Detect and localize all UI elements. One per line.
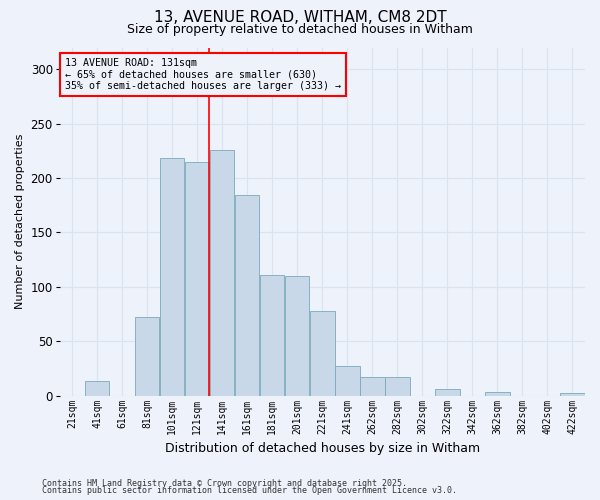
Bar	[335, 366, 359, 396]
Text: Contains public sector information licensed under the Open Government Licence v3: Contains public sector information licen…	[42, 486, 457, 495]
Bar	[210, 150, 235, 396]
Bar	[160, 158, 184, 396]
Text: Contains HM Land Registry data © Crown copyright and database right 2025.: Contains HM Land Registry data © Crown c…	[42, 478, 407, 488]
Y-axis label: Number of detached properties: Number of detached properties	[15, 134, 25, 310]
Bar	[485, 392, 509, 396]
Bar	[285, 276, 310, 396]
Bar	[260, 275, 284, 396]
Bar	[135, 318, 160, 396]
Text: 13, AVENUE ROAD, WITHAM, CM8 2DT: 13, AVENUE ROAD, WITHAM, CM8 2DT	[154, 10, 446, 25]
Text: 13 AVENUE ROAD: 131sqm
← 65% of detached houses are smaller (630)
35% of semi-de: 13 AVENUE ROAD: 131sqm ← 65% of detached…	[65, 58, 341, 91]
Bar	[360, 377, 385, 396]
Bar	[235, 196, 259, 396]
Text: Size of property relative to detached houses in Witham: Size of property relative to detached ho…	[127, 22, 473, 36]
Bar	[85, 382, 109, 396]
Bar	[436, 389, 460, 396]
Bar	[560, 394, 584, 396]
Bar	[185, 162, 209, 396]
Bar	[385, 377, 410, 396]
X-axis label: Distribution of detached houses by size in Witham: Distribution of detached houses by size …	[165, 442, 480, 455]
Bar	[310, 311, 335, 396]
